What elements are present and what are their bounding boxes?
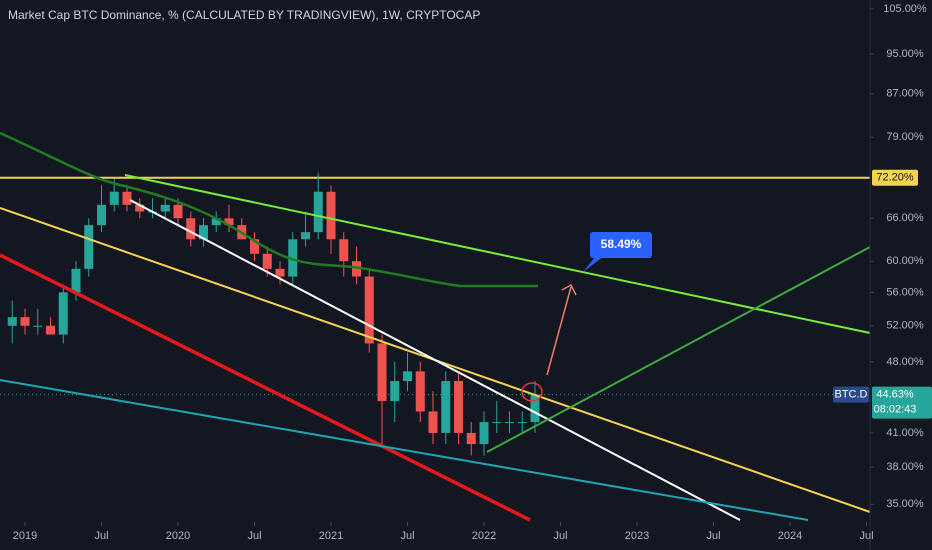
x-tick-label: Jul (706, 530, 720, 542)
y-tick-label: 105.00% (883, 3, 927, 15)
trendline (129, 199, 741, 521)
candle-body (403, 371, 412, 382)
candle-body (505, 422, 514, 424)
candle-body (71, 268, 81, 293)
candle-body (390, 381, 400, 402)
x-tick-label: Jul (94, 530, 108, 542)
x-tick-label: 2020 (166, 530, 190, 542)
last-price-label: 44.63% (876, 389, 914, 401)
candle-body (46, 325, 55, 335)
y-tick-label: 52.00% (886, 320, 924, 332)
candle-body (33, 325, 43, 327)
symbol-label: BTC.D (835, 389, 868, 401)
candle-body (288, 239, 298, 277)
trendline (0, 253, 531, 522)
candle-body (224, 218, 234, 226)
y-tick-label: 56.00% (886, 286, 924, 298)
candle-body (441, 381, 451, 433)
x-tick-label: 2023 (625, 530, 649, 542)
candle-body (262, 253, 272, 269)
y-tick-label: 87.00% (886, 88, 924, 100)
candle-body (250, 239, 259, 254)
candle-body (160, 204, 170, 212)
y-tick-label: 38.00% (886, 461, 924, 473)
x-tick-label: Jul (553, 530, 567, 542)
candle-body (109, 191, 119, 205)
x-tick-label: 2024 (778, 530, 802, 542)
candle-body (58, 292, 68, 335)
arrow (546, 286, 572, 376)
moving-average (0, 131, 538, 288)
candle-body (339, 239, 349, 262)
candle-body (122, 191, 132, 205)
candle-body (466, 432, 476, 445)
arrow-head (561, 283, 577, 296)
candle-body (517, 422, 527, 424)
y-tick-label: 35.00% (886, 498, 924, 510)
candle-body (301, 232, 310, 240)
drawings (0, 131, 871, 522)
candle-body (530, 394, 540, 423)
x-tick-label: Jul (247, 530, 261, 542)
x-tick-label: 2022 (472, 530, 496, 542)
y-tick-label: 60.00% (886, 255, 924, 267)
last-price-badge (872, 386, 932, 419)
countdown-label: 08:02:43 (874, 404, 917, 416)
candle-body (97, 204, 106, 226)
y-tick-label: 79.00% (886, 131, 924, 143)
trendline (124, 174, 871, 334)
candle-body (135, 204, 145, 212)
price-line-label: 72.20% (876, 172, 914, 184)
candle-body (364, 276, 374, 344)
x-tick-label: 2019 (13, 530, 37, 542)
y-tick-label: 95.00% (886, 48, 924, 60)
candle-body (20, 317, 30, 326)
callout-pointer (583, 256, 604, 272)
candle-body (326, 191, 336, 240)
highlight-circle (521, 382, 543, 402)
trendline (486, 246, 871, 453)
candle-body (492, 422, 502, 424)
candle-body (454, 381, 463, 433)
x-tick-label: 2021 (319, 530, 343, 542)
candle-body (275, 268, 285, 277)
y-tick-label: 66.00% (886, 212, 924, 224)
candle-body (428, 411, 438, 433)
y-tick-label: 41.00% (886, 427, 924, 439)
callout: 58.49% (583, 232, 652, 272)
trendline (0, 379, 809, 521)
candle-body (415, 371, 425, 412)
x-tick-label: Jul (400, 530, 414, 542)
symbol-badge (833, 386, 869, 403)
candle-body (352, 261, 361, 277)
candle-body (173, 204, 183, 219)
chart-title: Market Cap BTC Dominance, % (CALCULATED … (8, 8, 480, 22)
candle-body (84, 225, 94, 269)
x-tick-label: Jul (859, 530, 873, 542)
candle-body (186, 218, 196, 240)
candle-body (313, 191, 323, 233)
candle-body (377, 343, 387, 402)
candle-body (199, 225, 208, 240)
price-line-badge (872, 169, 918, 186)
candle-body (211, 218, 221, 226)
candle-body (479, 422, 489, 445)
y-tick-label: 48.00% (886, 356, 924, 368)
callout-label: 58.49% (601, 237, 642, 251)
candle-body (7, 317, 17, 326)
callout-box (590, 232, 652, 258)
